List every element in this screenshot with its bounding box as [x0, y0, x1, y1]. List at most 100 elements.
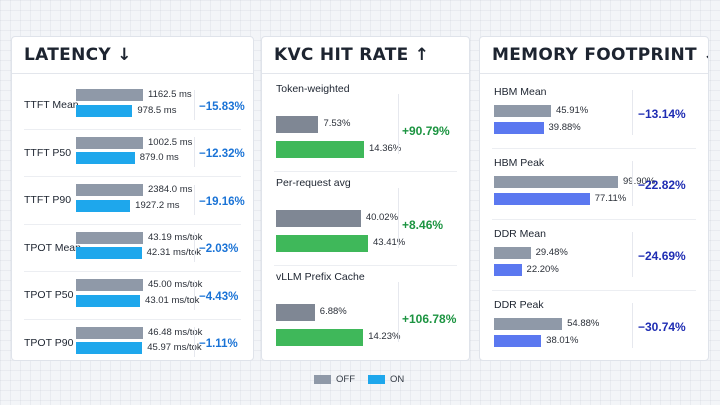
latency-bar-off [76, 136, 143, 149]
memory-row-separator [492, 148, 696, 149]
kvc-category-label: Per-request avg [276, 176, 351, 189]
latency-value-label-on: 42.31 ms/tok [146, 247, 202, 259]
latency-row-separator [24, 271, 241, 272]
latency-delta-divider [194, 279, 195, 310]
kvc-delta: +106.78% [402, 312, 457, 326]
kvc-delta-divider [398, 187, 399, 249]
latency-bar-off [76, 231, 143, 244]
memory-bar-off [494, 176, 618, 189]
latency-delta: −2.03% [199, 243, 239, 256]
latency-delta: −1.11% [199, 338, 238, 351]
memory-bar-off [494, 247, 531, 260]
memory-bar-on [494, 335, 542, 348]
latency-value-label-off: 1162.5 ms [148, 89, 192, 101]
latency-value-label-off: 45.00 ms/tok [148, 279, 203, 291]
latency-category-label: TTFT P50 [24, 146, 72, 159]
latency-bar-on [76, 104, 133, 117]
memory-footprint-panel: MEMORY FOOTPRINT ↓ HBM Mean 45.91% 39.88% −… [479, 36, 709, 361]
latency-category-label: TPOT Mean [24, 241, 81, 254]
latency-panel: LATENCY ↓ TTFT Mean 1162.5 ms 978.5 ms −15.… [11, 36, 254, 361]
latency-bar-off [76, 89, 143, 102]
latency-bar-on [76, 199, 131, 212]
kvc-row-separator [274, 265, 457, 266]
kvc-value-label-on: 14.23% [368, 331, 401, 343]
latency-bar-on [76, 247, 142, 260]
kvc-delta: +8.46% [402, 218, 444, 232]
kvc-row-separator [274, 171, 457, 172]
memory-delta: −13.14% [638, 106, 686, 121]
latency-category-label: TPOT P90 [24, 336, 74, 349]
latency-value-label-off: 43.19 ms/tok [148, 231, 203, 243]
kvc-value-label-off: 40.02% [365, 212, 399, 224]
legend-off-label: OFF [336, 374, 355, 385]
latency-title: LATENCY ↓ [24, 45, 132, 65]
latency-delta: −19.16% [199, 195, 245, 208]
kvc-category-label: vLLM Prefix Cache [276, 270, 365, 283]
latency-value-label-on: 45.97 ms/tok [147, 342, 202, 354]
latency-value-label-on: 879.0 ms [139, 152, 179, 164]
kvc-bar-off [276, 115, 319, 133]
latency-bar-on [76, 342, 143, 355]
legend-off-swatch [314, 375, 331, 384]
memory-value-label-on: 22.20% [526, 264, 559, 276]
memory-delta: −30.74% [638, 319, 686, 334]
latency-bar-off [76, 279, 143, 292]
memory-footprint-title: MEMORY FOOTPRINT ↓ [492, 45, 709, 65]
memory-bar-on [494, 264, 522, 277]
memory-value-label-off: 29.48% [535, 247, 568, 259]
kvc-delta-divider [398, 93, 399, 155]
memory-value-label-on: 38.01% [546, 335, 579, 347]
memory-delta: −22.82% [638, 177, 686, 192]
memory-category-label: DDR Peak [494, 299, 544, 312]
latency-value-label-on: 1927.2 ms [135, 199, 180, 211]
memory-delta-divider [632, 89, 633, 136]
latency-value-label-on: 43.01 ms/tok [145, 294, 200, 306]
latency-delta-divider [194, 327, 195, 358]
latency-delta-divider [194, 89, 195, 120]
latency-value-label-off: 46.48 ms/tok [148, 326, 203, 338]
kvc-bar-on [276, 234, 368, 252]
memory-category-label: HBM Peak [494, 157, 545, 170]
latency-category-label: TTFT Mean [24, 99, 79, 112]
kvc-value-label-off: 6.88% [319, 306, 347, 318]
kvc-value-label-off: 7.53% [323, 118, 351, 130]
kvc-bar-on [276, 140, 364, 158]
memory-category-label: DDR Mean [494, 228, 546, 241]
memory-bar-on [494, 193, 590, 206]
kvc-value-label-on: 14.36% [369, 143, 402, 155]
latency-row-separator [24, 176, 241, 177]
latency-row-separator [24, 128, 241, 130]
memory-title-rule [480, 73, 708, 74]
kvc-category-label: Token-weighted [276, 82, 350, 95]
legend-on-swatch [368, 375, 385, 384]
latency-bar-off [76, 184, 143, 197]
latency-row-separator [24, 223, 241, 225]
latency-bar-on [76, 294, 141, 307]
latency-delta-divider [194, 137, 195, 168]
latency-value-label-on: 978.5 ms [137, 104, 177, 116]
legend: OFF ON [0, 372, 720, 388]
kvc-value-label-on: 43.41% [373, 237, 406, 249]
latency-row-separator [24, 318, 241, 320]
kvc-hit-rate-panel: KVC HIT RATE ↑ Token-weighted 7.53% 14.36%… [261, 36, 470, 361]
latency-value-label-off: 2384.0 ms [148, 184, 193, 196]
latency-delta-divider [194, 232, 195, 263]
kvc-delta: +90.79% [402, 124, 450, 138]
legend-on-label: ON [390, 374, 405, 385]
latency-bar-on [76, 152, 135, 165]
memory-category-label: HBM Mean [494, 86, 547, 99]
memory-bar-off [494, 105, 551, 118]
memory-value-label-on: 39.88% [548, 122, 581, 134]
memory-delta: −24.69% [638, 248, 686, 263]
memory-delta-divider [632, 160, 633, 207]
latency-bar-off [76, 326, 143, 339]
latency-delta-divider [194, 184, 195, 215]
latency-title-rule [12, 73, 253, 74]
latency-delta: −12.32% [199, 148, 245, 161]
memory-value-label-on: 77.11% [594, 193, 627, 205]
latency-category-label: TPOT P50 [24, 289, 74, 302]
latency-category-label: TTFT P90 [24, 194, 72, 207]
kvc-delta-divider [398, 281, 399, 343]
memory-bar-on [494, 122, 544, 135]
kvc-bar-on [276, 328, 364, 346]
